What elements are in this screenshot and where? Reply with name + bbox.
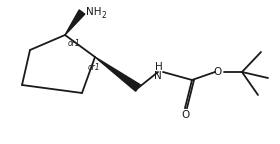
- Polygon shape: [95, 57, 140, 91]
- Text: or1: or1: [88, 62, 101, 72]
- Text: N: N: [154, 71, 162, 81]
- Text: NH: NH: [86, 7, 101, 17]
- Polygon shape: [65, 10, 85, 35]
- Text: H: H: [155, 62, 163, 72]
- Text: O: O: [182, 110, 190, 120]
- Text: or1: or1: [68, 38, 81, 48]
- Text: O: O: [214, 67, 222, 77]
- Text: 2: 2: [101, 11, 106, 19]
